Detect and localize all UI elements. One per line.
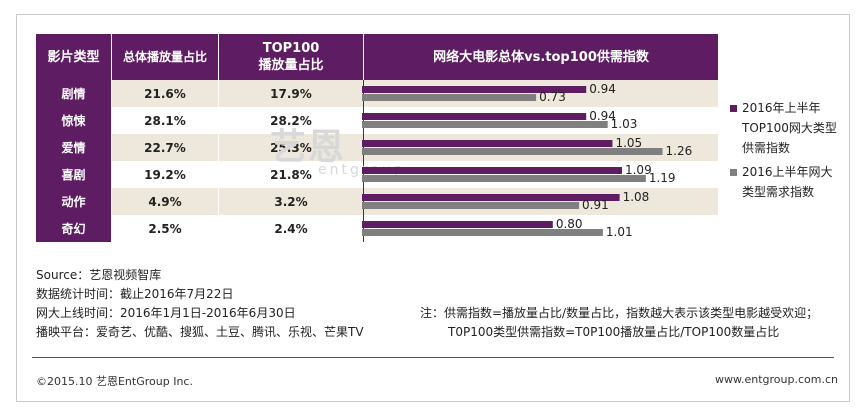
row-share: 19.2% — [111, 161, 219, 188]
table-row: 喜剧 19.2% 21.8% — [36, 161, 718, 188]
legend-item-demand: 2016上半年网大类型需求指数 — [730, 162, 840, 202]
table-row: 爱情 22.7% 25.3% — [36, 134, 718, 161]
row-top100: 28.2% — [218, 107, 364, 134]
header-top100: TOP100 播放量占比 — [218, 34, 364, 80]
row-chart-cell — [363, 107, 718, 134]
chart-legend: 2016年上半年TOP100网大类型供需指数 2016上半年网大类型需求指数 — [730, 98, 840, 206]
table-row: 惊悚 28.1% 28.2% — [36, 107, 718, 134]
bar-demand-index — [362, 229, 603, 236]
legend-swatch-demand — [730, 169, 737, 176]
row-share: 21.6% — [111, 80, 219, 107]
row-chart-cell — [363, 188, 718, 215]
bar-supply-index — [362, 194, 620, 201]
row-top100: 17.9% — [218, 80, 364, 107]
notes-left: Source：艺恩视频智库 数据统计时间：截止2016年7月22日 网大上线时间… — [36, 266, 364, 342]
footer-url: www.entgroup.com.cn — [715, 373, 838, 386]
footer-divider — [32, 357, 834, 358]
row-type: 惊悚 — [36, 107, 112, 134]
header-type: 影片类型 — [36, 34, 112, 80]
row-top100: 25.3% — [218, 134, 364, 161]
row-chart-cell — [363, 215, 718, 242]
label-supply-index: 0.94 — [589, 82, 616, 96]
row-share: 22.7% — [111, 134, 219, 161]
label-supply-index: 1.05 — [615, 136, 642, 150]
label-supply-index: 1.08 — [623, 190, 650, 204]
row-type: 喜剧 — [36, 161, 112, 188]
label-supply-index: 0.94 — [589, 109, 616, 123]
bar-demand-index — [362, 121, 608, 128]
bar-supply-index — [362, 221, 553, 228]
bar-supply-index — [362, 167, 622, 174]
bar-chart: 0.940.730.941.031.051.261.091.191.080.91… — [362, 82, 693, 239]
row-top100: 21.8% — [218, 161, 364, 188]
table-row: 动作 4.9% 3.2% — [36, 188, 718, 215]
legend-label-supply: 2016年上半年TOP100网大类型供需指数 — [742, 101, 837, 155]
formula-note-1: 注：供需指数=播放量占比/数量占比，指数越大表示该类型电影越受欢迎； — [420, 306, 819, 320]
row-share: 28.1% — [111, 107, 219, 134]
bar-demand-index — [362, 175, 646, 182]
bar-demand-index — [362, 202, 580, 209]
label-supply-index: 1.09 — [625, 163, 652, 177]
header-chart: 网络大电影总体vs.top100供需指数 — [363, 34, 718, 80]
row-type: 剧情 — [36, 80, 112, 107]
table-row: 奇幻 2.5% 2.4% — [36, 215, 718, 242]
row-type: 爱情 — [36, 134, 112, 161]
label-demand-index: 1.19 — [649, 171, 676, 185]
label-demand-index: 1.03 — [611, 117, 638, 131]
bar-supply-index — [362, 113, 587, 120]
legend-swatch-supply — [730, 105, 737, 112]
watermark-logo: 艺恩 — [270, 127, 347, 168]
formula-note-2: T0P100类型供需指数=T0P100播放量占比/TOP100数量占比 — [448, 325, 780, 339]
label-demand-index: 0.73 — [539, 90, 566, 104]
row-chart-cell — [363, 134, 718, 161]
row-chart-cell — [363, 80, 718, 107]
table-row: 剧情 21.6% 17.9% — [36, 80, 718, 107]
online-date-note: 网大上线时间：2016年1月1日-2016年6月30日 — [36, 306, 296, 320]
source-note: Source：艺恩视频智库 — [36, 268, 162, 282]
row-top100: 3.2% — [218, 188, 364, 215]
legend-item-supply: 2016年上半年TOP100网大类型供需指数 — [730, 98, 840, 158]
bar-supply-index — [362, 140, 613, 147]
row-top100: 2.4% — [218, 215, 364, 242]
stat-date-note: 数据统计时间：截止2016年7月22日 — [36, 287, 234, 301]
bar-demand-index — [362, 148, 663, 155]
notes-right: 注：供需指数=播放量占比/数量占比，指数越大表示该类型电影越受欢迎； T0P10… — [420, 304, 818, 342]
row-share: 2.5% — [111, 215, 219, 242]
label-demand-index: 1.26 — [666, 144, 693, 158]
row-chart-cell — [363, 161, 718, 188]
data-table: 影片类型 总体播放量占比 TOP100 播放量占比 网络大电影总体vs.top1… — [36, 34, 718, 242]
label-demand-index: 0.91 — [582, 198, 609, 212]
row-share: 4.9% — [111, 188, 219, 215]
legend-label-demand: 2016上半年网大类型需求指数 — [742, 165, 833, 199]
row-type: 动作 — [36, 188, 112, 215]
bar-demand-index — [362, 94, 537, 101]
footer-copyright: ©2015.10 艺恩EntGroup Inc. — [36, 375, 193, 388]
label-supply-index: 0.80 — [556, 217, 583, 231]
header-share: 总体播放量占比 — [111, 34, 219, 80]
row-type: 奇幻 — [36, 215, 112, 242]
platforms-note: 播映平台：爱奇艺、优酷、搜狐、土豆、腾讯、乐视、芒果TV — [36, 325, 364, 339]
label-demand-index: 1.01 — [606, 225, 633, 239]
bar-supply-index — [362, 86, 587, 93]
